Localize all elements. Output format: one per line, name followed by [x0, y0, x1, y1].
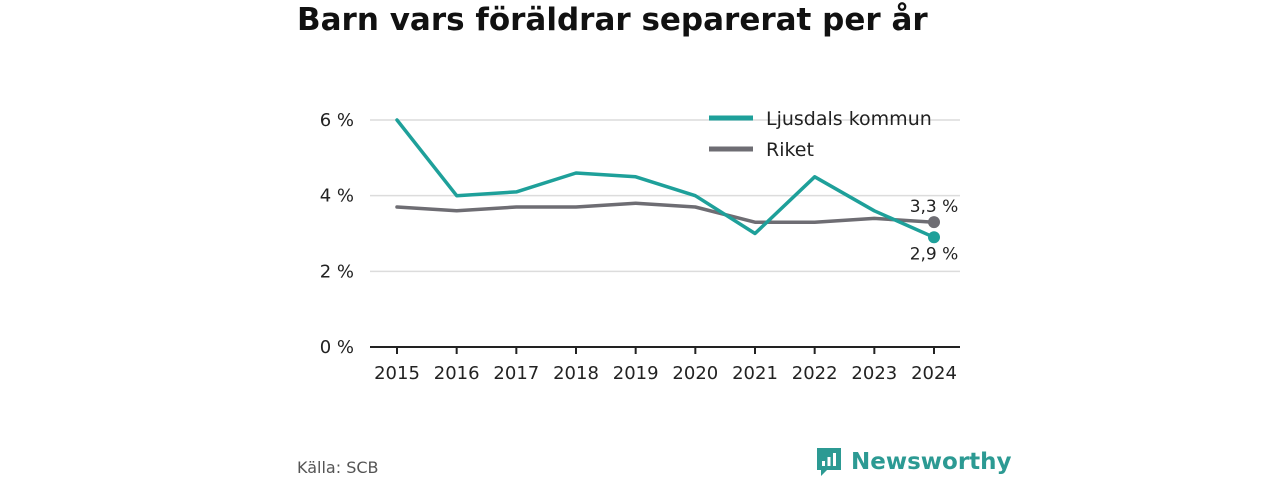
x-tick-label: 2018: [553, 363, 599, 384]
chart-title: Barn vars föräldrar separerat per år: [297, 2, 928, 38]
brand: Newsworthy: [815, 446, 1012, 478]
series-line-riket: [395, 201, 936, 224]
x-tick-label: 2024: [911, 363, 957, 384]
y-tick-label: 2 %: [320, 261, 354, 282]
x-tick-label: 2021: [732, 363, 778, 384]
x-tick-label: 2023: [851, 363, 897, 384]
series-line-ljusdals-kommun: [395, 118, 936, 240]
x-tick-label: 2017: [493, 363, 539, 384]
x-tick-label: 2019: [613, 363, 659, 384]
y-tick-label: 0 %: [320, 337, 354, 358]
y-axis-labels: 0 % 2 % 4 % 6 %: [320, 110, 354, 358]
series-end-point-riket: [928, 216, 940, 229]
y-tick-label: 4 %: [320, 186, 354, 207]
x-axis: 2015 2016 2017 2018 2019 2020 2021 2022 2023 2024: [370, 346, 960, 384]
y-tick-label: 6 %: [320, 110, 354, 131]
data-label-riket: 3,3 %: [910, 197, 959, 217]
x-tick-label: 2015: [374, 363, 420, 384]
x-tick-label: 2020: [672, 363, 718, 384]
legend-label: Riket: [766, 139, 814, 161]
brand-name: Newsworthy: [851, 449, 1012, 475]
legend: Ljusdals kommun Riket: [709, 108, 932, 161]
data-label-ljusdals-kommun: 2,9 %: [910, 244, 959, 264]
x-tick-label: 2022: [792, 363, 838, 384]
newsworthy-logo-icon: [817, 448, 841, 476]
series-end-point-ljusdals-kommun: [928, 231, 940, 244]
source-note: Källa: SCB: [297, 458, 379, 477]
series-lines: 2,9 % 3,3 %: [395, 118, 959, 264]
x-tick-label: 2016: [434, 363, 480, 384]
legend-label: Ljusdals kommun: [766, 108, 932, 130]
